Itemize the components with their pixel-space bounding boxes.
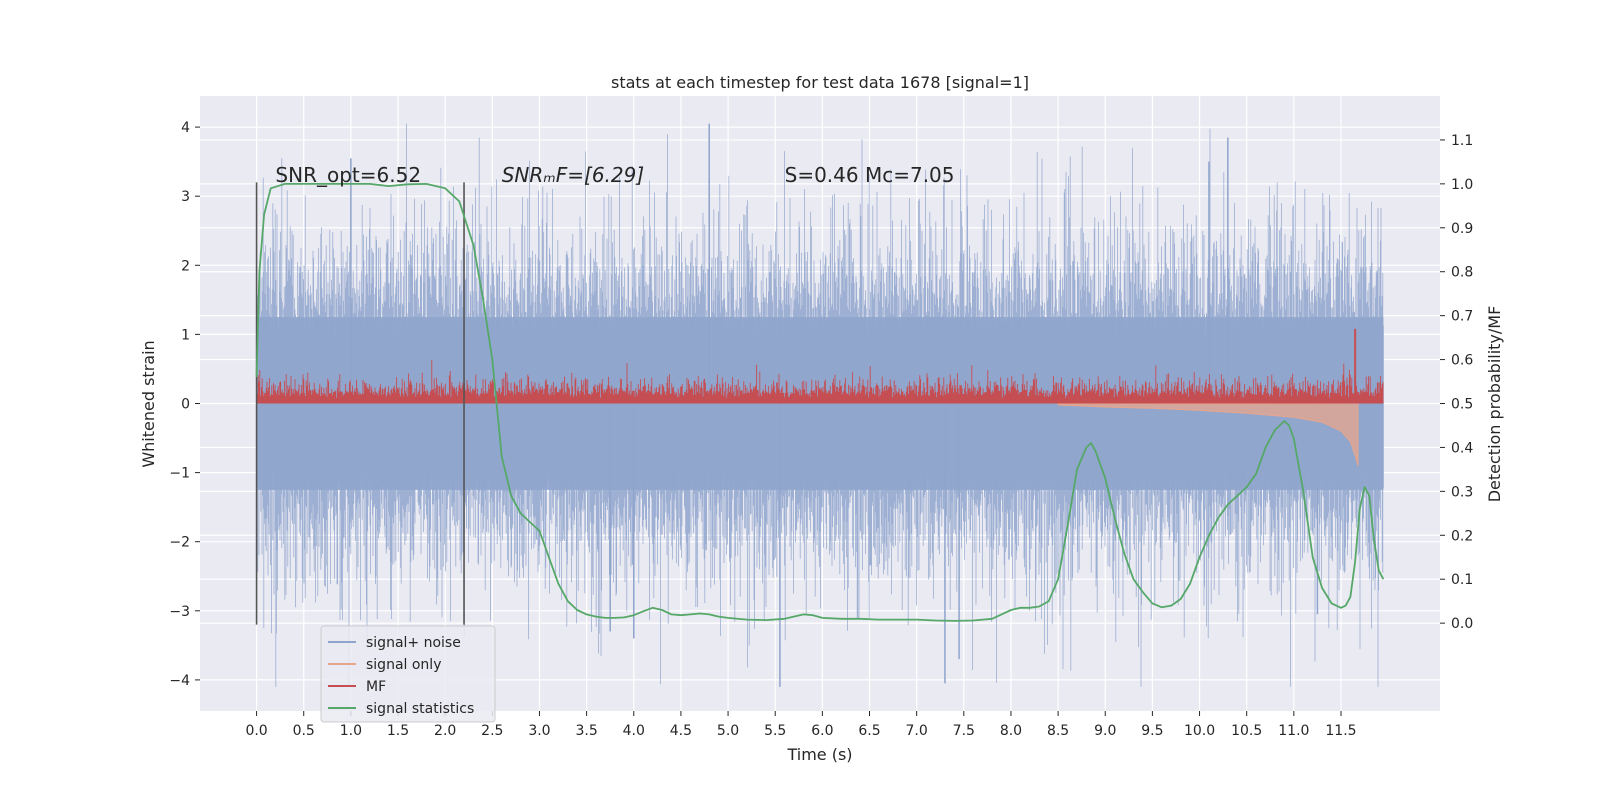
legend-label: MF [366,679,386,695]
x-tick-label: 4.5 [670,723,692,739]
x-tick-label: 10.5 [1231,723,1262,739]
x-tick-label: 5.0 [717,723,739,739]
y-tick-label-right: 0.5 [1451,397,1473,413]
vertical-markers [255,182,465,625]
y-tick-label-right: 0.4 [1451,440,1473,456]
y-tick-label-left: 4 [181,120,190,136]
annotation-snr-opt: SNR_opt=6.52 [275,163,421,187]
y-tick-label-right: 0.2 [1451,528,1473,544]
y-tick-label-left: −2 [169,535,190,551]
y-tick-label-right: 0.3 [1451,484,1473,500]
legend-label: signal+ noise [366,635,461,651]
x-axis-label: Time (s) [786,745,852,764]
y-tick-label-right: 1.1 [1451,133,1473,149]
x-tick-label: 8.0 [1000,723,1022,739]
x-tick-label: 2.0 [434,723,456,739]
y-tick-label-left: 0 [181,397,190,413]
x-tick-label: 1.0 [340,723,362,739]
chart-title: stats at each timestep for test data 167… [611,73,1029,92]
y-tick-label-right: 1.0 [1451,177,1473,193]
x-tick-label: 0.0 [245,723,267,739]
y-axis-label-right: Detection probability/MF [1485,306,1504,503]
signal-only-trace [1057,402,1359,466]
y-tick-label-right: 0.1 [1451,572,1473,588]
y-tick-label-left: −4 [169,673,190,689]
annotations: SNR_opt=6.52 SNRₘF=[6.29] S=0.46 Mc=7.05 [275,163,954,187]
y-tick-label-left: −3 [169,604,190,620]
y-tick-label-left: 1 [181,327,190,343]
annotation-s-mc: S=0.46 Mc=7.05 [785,163,955,187]
legend-label: signal only [366,657,441,673]
x-tick-label: 3.5 [575,723,597,739]
y-axis-label-left: Whitened strain [139,340,158,467]
signal-statistics-trace [255,183,1385,622]
x-tick-label: 10.0 [1184,723,1215,739]
legend-box [320,625,496,723]
legend: signal+ noise signal only MF signal statist… [320,625,496,723]
x-tick-label: 7.0 [906,723,928,739]
x-tick-label: 11.0 [1278,723,1309,739]
annotation-snr-mf: SNRₘF=[6.29] [502,163,644,187]
series-signal-only [1057,402,1359,466]
x-tick-label: 6.5 [858,723,880,739]
y-tick-label-right: 0.8 [1451,265,1473,281]
x-tick-label: 5.5 [764,723,786,739]
series-signal-statistics [255,183,1385,622]
x-tick-label: 0.5 [293,723,315,739]
y-tick-label-left: −1 [169,466,190,482]
x-tick-label: 6.0 [811,723,833,739]
y-tick-label-right: 0.0 [1451,616,1473,632]
y-tick-label-left: 2 [181,258,190,274]
x-tick-label: 3.0 [528,723,550,739]
x-tick-label: 11.5 [1325,723,1356,739]
y-tick-label-left: 3 [181,189,190,205]
legend-label: signal statistics [366,701,474,717]
y-tick-label-right: 0.9 [1451,221,1473,237]
x-tick-label: 1.5 [387,723,409,739]
x-tick-label: 7.5 [953,723,975,739]
y-tick-label-right: 0.7 [1451,309,1473,325]
y-tick-label-right: 0.6 [1451,353,1473,369]
x-tick-label: 9.5 [1141,723,1163,739]
x-tick-label: 2.5 [481,723,503,739]
x-tick-label: 9.0 [1094,723,1116,739]
x-tick-label: 8.5 [1047,723,1069,739]
tick-labels: 0.0 0.5 1.0 1.5 2.0 2.5 3.0 3.5 4.0 4.5 5.0 5.5 6.0 6… [169,120,1473,739]
x-tick-label: 4.0 [623,723,645,739]
